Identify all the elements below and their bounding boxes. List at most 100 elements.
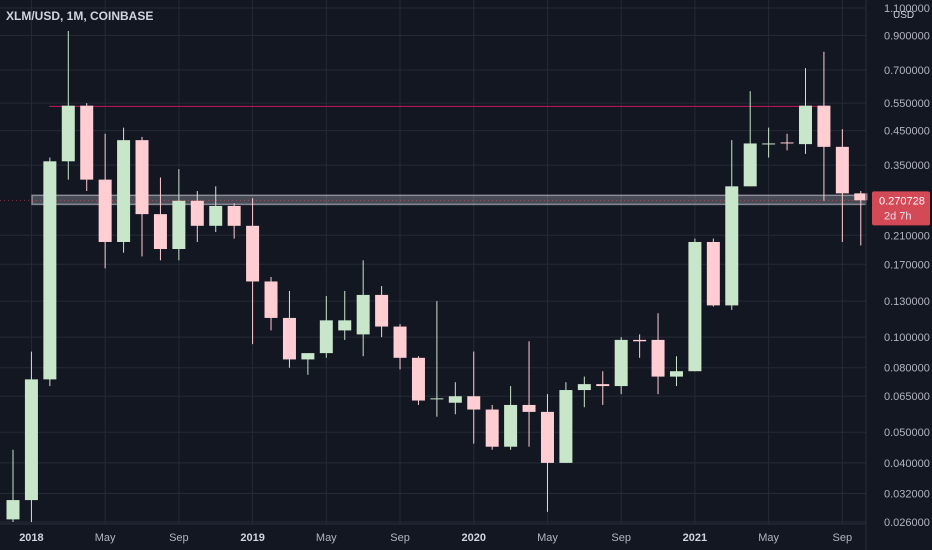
candle bbox=[504, 386, 518, 450]
candle-body bbox=[153, 214, 167, 250]
candle-body bbox=[98, 179, 112, 242]
price-tick-label: 0.900000 bbox=[884, 31, 930, 43]
price-tick-label: 0.450000 bbox=[884, 126, 930, 138]
candle-body bbox=[504, 404, 518, 447]
candle bbox=[61, 31, 75, 180]
candle-body bbox=[577, 384, 591, 391]
time-tick-label: May bbox=[537, 532, 558, 544]
candle bbox=[246, 198, 260, 345]
candle bbox=[209, 186, 223, 233]
chart-title: XLM/USD, 1M, COINBASE bbox=[6, 9, 153, 23]
candle bbox=[669, 356, 683, 387]
candle-body bbox=[375, 294, 389, 327]
candle-body bbox=[356, 294, 370, 335]
candlestick-series bbox=[6, 31, 868, 522]
candle-body bbox=[282, 317, 296, 360]
price-tick-label: 1.100000 bbox=[884, 3, 930, 15]
candle-body bbox=[596, 384, 610, 387]
time-tick-label: May bbox=[95, 532, 116, 544]
candle-body bbox=[854, 193, 868, 201]
candle-body bbox=[24, 379, 38, 501]
candle bbox=[522, 341, 536, 447]
candle bbox=[798, 68, 812, 154]
time-tick-label: 2021 bbox=[683, 532, 707, 544]
price-tick-label: 0.350000 bbox=[884, 160, 930, 172]
candle-body bbox=[688, 241, 702, 372]
candle-body bbox=[80, 105, 94, 180]
candle-body bbox=[614, 339, 628, 387]
candle bbox=[190, 190, 204, 242]
candle bbox=[338, 290, 352, 340]
candle-body bbox=[430, 398, 444, 400]
candle-body bbox=[264, 281, 278, 318]
time-axis[interactable]: 2018 May Sep 2019 May Sep 2020 May Sep 2021 May Sep bbox=[19, 532, 852, 544]
candle bbox=[743, 91, 757, 187]
candle-body bbox=[43, 161, 57, 380]
price-tick-label: 0.210000 bbox=[884, 230, 930, 242]
candle-body bbox=[61, 105, 75, 162]
price-tick-label: 0.100000 bbox=[884, 332, 930, 344]
candle-body bbox=[780, 142, 794, 144]
price-tick-label: 0.170000 bbox=[884, 259, 930, 271]
candle-body bbox=[246, 225, 260, 282]
candle bbox=[577, 376, 591, 408]
candle bbox=[135, 136, 149, 257]
time-tick-label: May bbox=[758, 532, 779, 544]
candle bbox=[467, 351, 481, 444]
candle bbox=[835, 129, 849, 242]
candle-body bbox=[559, 390, 573, 463]
candle bbox=[43, 157, 57, 387]
candle bbox=[153, 177, 167, 261]
price-tick-label: 0.065000 bbox=[884, 391, 930, 403]
candle bbox=[762, 127, 776, 158]
candle-body bbox=[743, 143, 757, 187]
time-tick-label: May bbox=[316, 532, 337, 544]
current-price-badge bbox=[872, 191, 930, 226]
time-tick-label: Sep bbox=[833, 532, 853, 544]
candle bbox=[596, 371, 610, 405]
candle-body bbox=[190, 200, 204, 226]
candle bbox=[319, 295, 333, 358]
candle-body bbox=[301, 353, 315, 360]
price-tick-label: 0.040000 bbox=[884, 458, 930, 470]
candle-body bbox=[172, 200, 186, 250]
candle-body bbox=[669, 371, 683, 377]
time-tick-label: Sep bbox=[390, 532, 410, 544]
candle bbox=[725, 140, 739, 310]
price-axis[interactable]: 0.026000 0.032000 0.040000 0.050000 0.065000… bbox=[884, 3, 930, 529]
candle bbox=[393, 324, 407, 370]
candle-body bbox=[467, 396, 481, 410]
candle bbox=[356, 260, 370, 357]
candle-body bbox=[835, 146, 849, 194]
candle bbox=[614, 337, 628, 395]
time-tick-label: 2019 bbox=[240, 532, 264, 544]
candle bbox=[98, 133, 112, 269]
time-tick-label: Sep bbox=[169, 532, 189, 544]
candle-body bbox=[651, 339, 665, 377]
price-tick-label: 0.080000 bbox=[884, 363, 930, 375]
candle bbox=[706, 238, 720, 307]
price-unit-label[interactable]: USD bbox=[893, 10, 914, 21]
time-tick-label: Sep bbox=[611, 532, 631, 544]
candle-body bbox=[319, 320, 333, 354]
candle-body bbox=[393, 326, 407, 358]
support-zone bbox=[31, 194, 867, 206]
candle bbox=[448, 382, 462, 415]
candle-body bbox=[485, 409, 499, 447]
candle bbox=[633, 334, 647, 358]
candle bbox=[559, 382, 573, 463]
candle-body bbox=[209, 205, 223, 226]
candle bbox=[375, 286, 389, 338]
price-tick-label: 0.550000 bbox=[884, 98, 930, 110]
candle-body bbox=[633, 339, 647, 342]
candle-body bbox=[817, 105, 831, 147]
candle bbox=[817, 51, 831, 201]
candle bbox=[430, 301, 444, 417]
current-price-marker: 0.270728 2d 7h bbox=[872, 191, 930, 226]
candle bbox=[854, 190, 868, 246]
candle-body bbox=[762, 143, 776, 145]
candle bbox=[411, 356, 425, 405]
candle bbox=[6, 449, 20, 522]
price-tick-label: 0.050000 bbox=[884, 427, 930, 439]
